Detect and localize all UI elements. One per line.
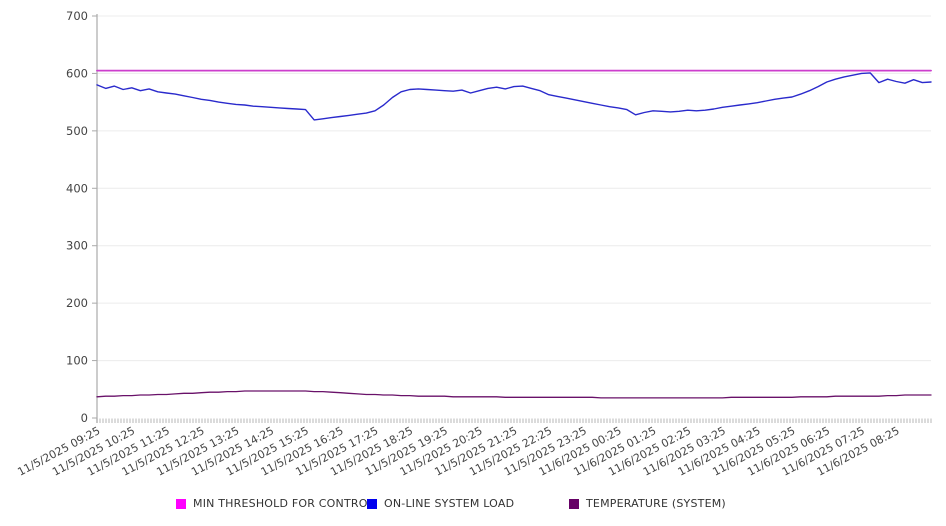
y-tick-label: 700 <box>66 9 88 23</box>
legend-swatch-min-threshold <box>176 498 186 509</box>
legend-label-temperature: TEMPERATURE (SYSTEM) <box>586 497 726 510</box>
y-tick-label: 600 <box>66 66 88 80</box>
y-tick-label: 200 <box>66 296 88 310</box>
legend-item-min-threshold: MIN THRESHOLD FOR CONTROL <box>176 497 374 510</box>
y-axis: 0 100 200 300 400 500 600 700 <box>66 9 97 425</box>
chart-plot-area: 0 100 200 300 400 500 600 700 11/5/2025 09:2511/… <box>15 9 932 479</box>
legend-item-temperature: TEMPERATURE (SYSTEM) <box>569 497 726 510</box>
legend-swatch-temperature <box>569 498 579 509</box>
y-tick-label: 400 <box>66 181 88 195</box>
chart-legend: MIN THRESHOLD FOR CONTROL ON-LINE SYSTEM… <box>0 497 946 515</box>
legend-item-system-load: ON-LINE SYSTEM LOAD <box>367 497 514 510</box>
legend-label-min-threshold: MIN THRESHOLD FOR CONTROL <box>193 497 374 510</box>
y-tick-label: 100 <box>66 354 88 368</box>
y-gridlines <box>97 15 931 362</box>
x-minor-ticks <box>96 418 932 423</box>
y-tick-label: 300 <box>66 239 88 253</box>
legend-swatch-system-load <box>367 498 377 509</box>
system-load-line <box>96 72 932 121</box>
legend-label-system-load: ON-LINE SYSTEM LOAD <box>384 497 515 510</box>
y-tick-label: 500 <box>66 124 88 138</box>
y-tick-label: 0 <box>81 411 88 425</box>
temperature-line <box>96 390 932 399</box>
